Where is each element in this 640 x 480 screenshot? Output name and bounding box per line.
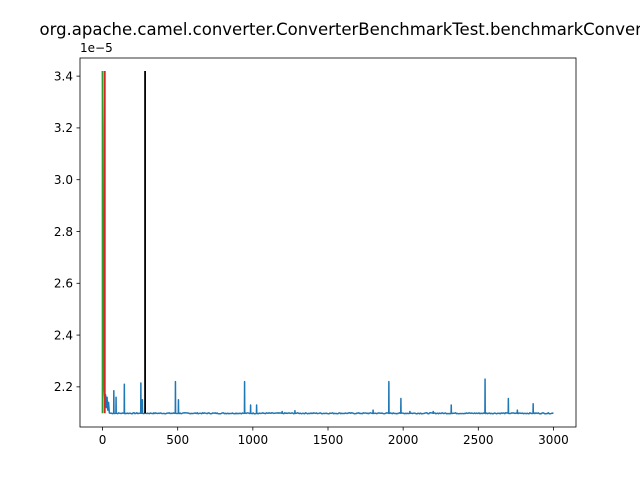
x-axis-ticks: 0 500 1000 1500 2000 2500 3000 xyxy=(99,427,569,447)
y-axis-ticks: 2.2 2.4 2.6 2.8 3.0 3.2 3.4 xyxy=(54,69,80,394)
y-tick-label: 3.2 xyxy=(54,121,73,135)
x-tick-label: 2000 xyxy=(388,433,419,447)
x-tick-label: 1000 xyxy=(238,433,269,447)
y-tick-label: 2.6 xyxy=(54,277,73,291)
plot-lines xyxy=(101,70,554,415)
y-tick-label: 2.4 xyxy=(54,328,73,342)
y-offset-label: 1e−5 xyxy=(80,41,113,55)
y-tick-label: 3.4 xyxy=(54,69,73,83)
plot-frame xyxy=(79,57,577,428)
x-tick-label: 0 xyxy=(99,433,107,447)
chart-title: org.apache.camel.converter.ConverterBenc… xyxy=(39,20,640,39)
y-tick-label: 2.2 xyxy=(54,380,73,394)
x-tick-label: 500 xyxy=(166,433,189,447)
x-tick-label: 2500 xyxy=(463,433,494,447)
x-tick-label: 1500 xyxy=(313,433,344,447)
series-line-0 xyxy=(101,70,554,415)
y-tick-label: 3.0 xyxy=(54,173,73,187)
x-tick-label: 3000 xyxy=(538,433,569,447)
y-tick-label: 2.8 xyxy=(54,225,73,239)
